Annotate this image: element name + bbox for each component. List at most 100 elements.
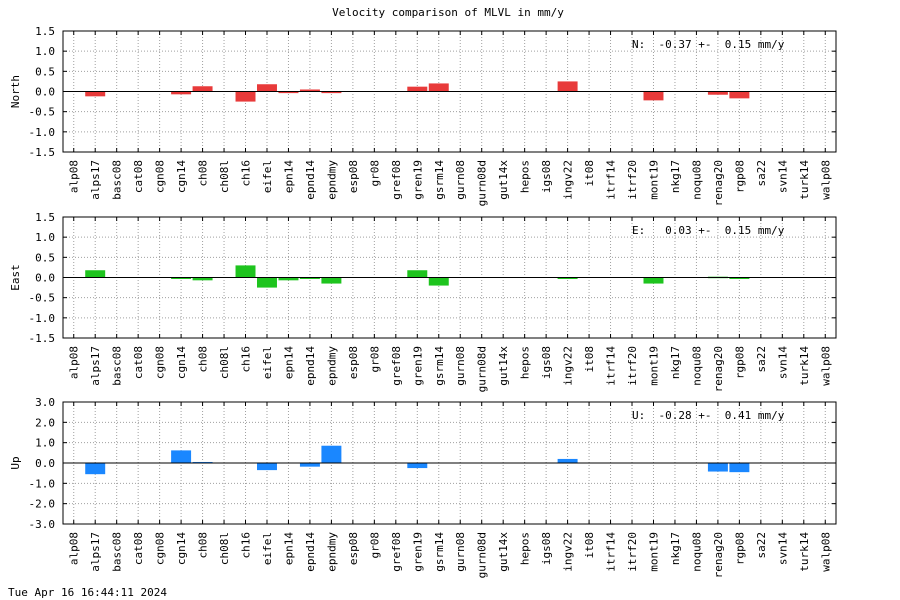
y-tick-label: -1.0 — [29, 312, 56, 325]
x-tick-label: igs08 — [540, 532, 553, 565]
x-tick-label: gr08 — [368, 532, 381, 559]
x-tick-label: gurn08d — [476, 532, 489, 578]
x-tick-label: gr08 — [368, 346, 381, 373]
x-tick-label: eifel — [261, 160, 274, 193]
bar-east-rgp08 — [729, 277, 750, 279]
y-tick-label: -1.0 — [29, 126, 56, 139]
x-tick-label: gurn08d — [476, 346, 489, 392]
x-tick-label: mont19 — [647, 160, 660, 200]
bar-east-ingv22 — [557, 277, 578, 279]
footer-timestamp: Tue Apr 16 16:44:11 2024 — [8, 586, 167, 599]
x-tick-label: ch08 — [197, 532, 210, 559]
x-tick-label: svn14 — [776, 346, 789, 379]
x-tick-label: walp08 — [819, 160, 832, 200]
bar-east-ch16 — [235, 265, 256, 278]
bar-east-gsrm14 — [428, 277, 449, 286]
bar-north-cgn14 — [171, 91, 192, 95]
x-tick-label: turk14 — [798, 160, 811, 200]
x-tick-label: cgn08 — [154, 532, 167, 565]
x-tick-label: epn14 — [282, 346, 295, 379]
bar-north-rgp08 — [729, 91, 750, 99]
x-tick-label: sa22 — [755, 346, 768, 373]
x-tick-label: gurn08 — [454, 532, 467, 572]
x-tick-label: alps17 — [89, 160, 102, 200]
x-tick-label: alp08 — [68, 346, 81, 379]
y-tick-label: 1.5 — [35, 25, 55, 38]
x-tick-label: nkg17 — [669, 346, 682, 379]
x-tick-label: epndmy — [325, 160, 338, 200]
x-tick-label: cgn14 — [175, 346, 188, 379]
x-tick-label: svn14 — [776, 532, 789, 565]
x-tick-label: hepos — [519, 532, 532, 565]
bar-east-gren19 — [407, 270, 428, 278]
x-tick-label: rgp08 — [733, 160, 746, 193]
bar-east-alps17 — [85, 270, 106, 278]
bar-up-gren19 — [407, 463, 428, 469]
bar-up-eifel — [257, 463, 277, 471]
x-tick-label: esp08 — [347, 160, 360, 193]
x-tick-label: gref08 — [390, 532, 403, 572]
x-tick-label: ch08 — [197, 346, 210, 373]
bar-north-gren19 — [407, 86, 428, 92]
x-tick-label: it08 — [583, 160, 596, 187]
x-tick-label: itrf20 — [626, 346, 639, 386]
x-tick-label: it08 — [583, 346, 596, 373]
bar-east-epnd14 — [299, 277, 320, 279]
x-tick-label: walp08 — [819, 346, 832, 386]
x-tick-label: ch16 — [240, 346, 253, 373]
plot-frame — [62, 30, 837, 153]
x-tick-label: ingv22 — [562, 532, 575, 572]
bar-north-renag20 — [707, 91, 728, 95]
bar-east-eifel — [257, 277, 277, 288]
x-tick-label: svn14 — [776, 160, 789, 193]
x-tick-label: ch16 — [240, 160, 253, 187]
x-tick-label: cgn08 — [154, 160, 167, 193]
y-tick-label: 0.5 — [35, 65, 55, 78]
x-tick-label: epndmy — [325, 346, 338, 386]
bar-east-cgn14 — [171, 277, 192, 279]
panel-north: 1.5 1.0 0.5 0.0 -0.5 -1.0 -1.5 alp08 alps17 basc0… — [9, 25, 837, 206]
x-tick-label: sa22 — [755, 532, 768, 559]
x-tick-label: ch08 — [197, 160, 210, 187]
x-tick-label: gurn08d — [476, 160, 489, 206]
x-tick-label: gut14x — [497, 160, 510, 200]
x-tick-label: epnd14 — [304, 532, 317, 572]
bar-north-ingv22 — [557, 81, 578, 92]
stats-annotation: N: -0.37 +- 0.15 mm/y — [632, 38, 785, 51]
x-tick-label: rgp08 — [733, 346, 746, 379]
x-tick-label: ch16 — [240, 532, 253, 559]
panel-east: 1.5 1.0 0.5 0.0 -0.5 -1.0 -1.5 alp08 alps17 basc0… — [9, 211, 837, 392]
y-tick-label: -1.5 — [29, 146, 56, 159]
bar-north-ch08 — [192, 86, 213, 92]
plot-frame — [62, 401, 837, 525]
y-axis-label: East — [9, 264, 22, 291]
x-tick-label: epn14 — [282, 532, 295, 565]
x-tick-label: mont19 — [647, 532, 660, 572]
plot-frame — [62, 216, 837, 339]
x-tick-label: rgp08 — [733, 532, 746, 565]
y-tick-label: 1.0 — [35, 231, 55, 244]
bar-north-gsrm14 — [428, 83, 449, 92]
x-tick-label: basc08 — [111, 160, 124, 200]
x-tick-label: cgn14 — [175, 160, 188, 193]
x-tick-label: alps17 — [89, 346, 102, 386]
y-tick-label: 0.0 — [35, 86, 55, 99]
x-tick-label: hepos — [519, 346, 532, 379]
stats-annotation: U: -0.28 +- 0.41 mm/y — [632, 409, 785, 422]
bar-north-epndmy — [321, 91, 342, 94]
x-tick-label: nkg17 — [669, 532, 682, 565]
bar-up-ingv22 — [557, 458, 578, 463]
x-tick-label: epnd14 — [304, 346, 317, 386]
x-tick-label: itrf14 — [605, 160, 618, 200]
bar-up-cgn14 — [171, 450, 192, 463]
y-tick-label: 1.0 — [35, 437, 55, 450]
x-tick-label: gr08 — [368, 160, 381, 187]
x-tick-label: noqu08 — [690, 346, 703, 386]
x-tick-label: turk14 — [798, 346, 811, 386]
x-tick-label: ingv22 — [562, 160, 575, 200]
x-tick-label: esp08 — [347, 532, 360, 565]
y-tick-label: 0.0 — [35, 272, 55, 285]
x-tick-label: gren19 — [411, 346, 424, 386]
bar-north-epnd14 — [299, 89, 320, 92]
